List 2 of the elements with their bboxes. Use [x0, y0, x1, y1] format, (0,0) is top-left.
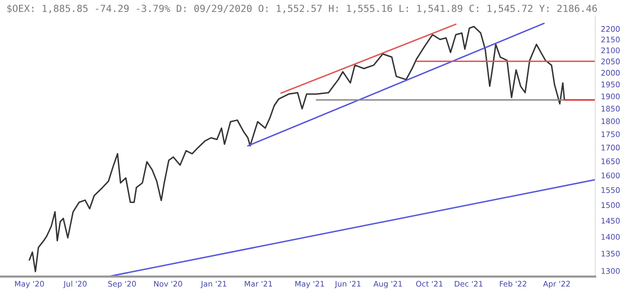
- chart-title: $OEX: 1,885.85 -74.29 -3.79% D: 09/29/2020 O: 1,552.57 H: 1,555.16 L: 1,541.89 C: 1,545.72 Y: 2186.46: [7, 4, 597, 14]
- line-series: [28, 26, 566, 272]
